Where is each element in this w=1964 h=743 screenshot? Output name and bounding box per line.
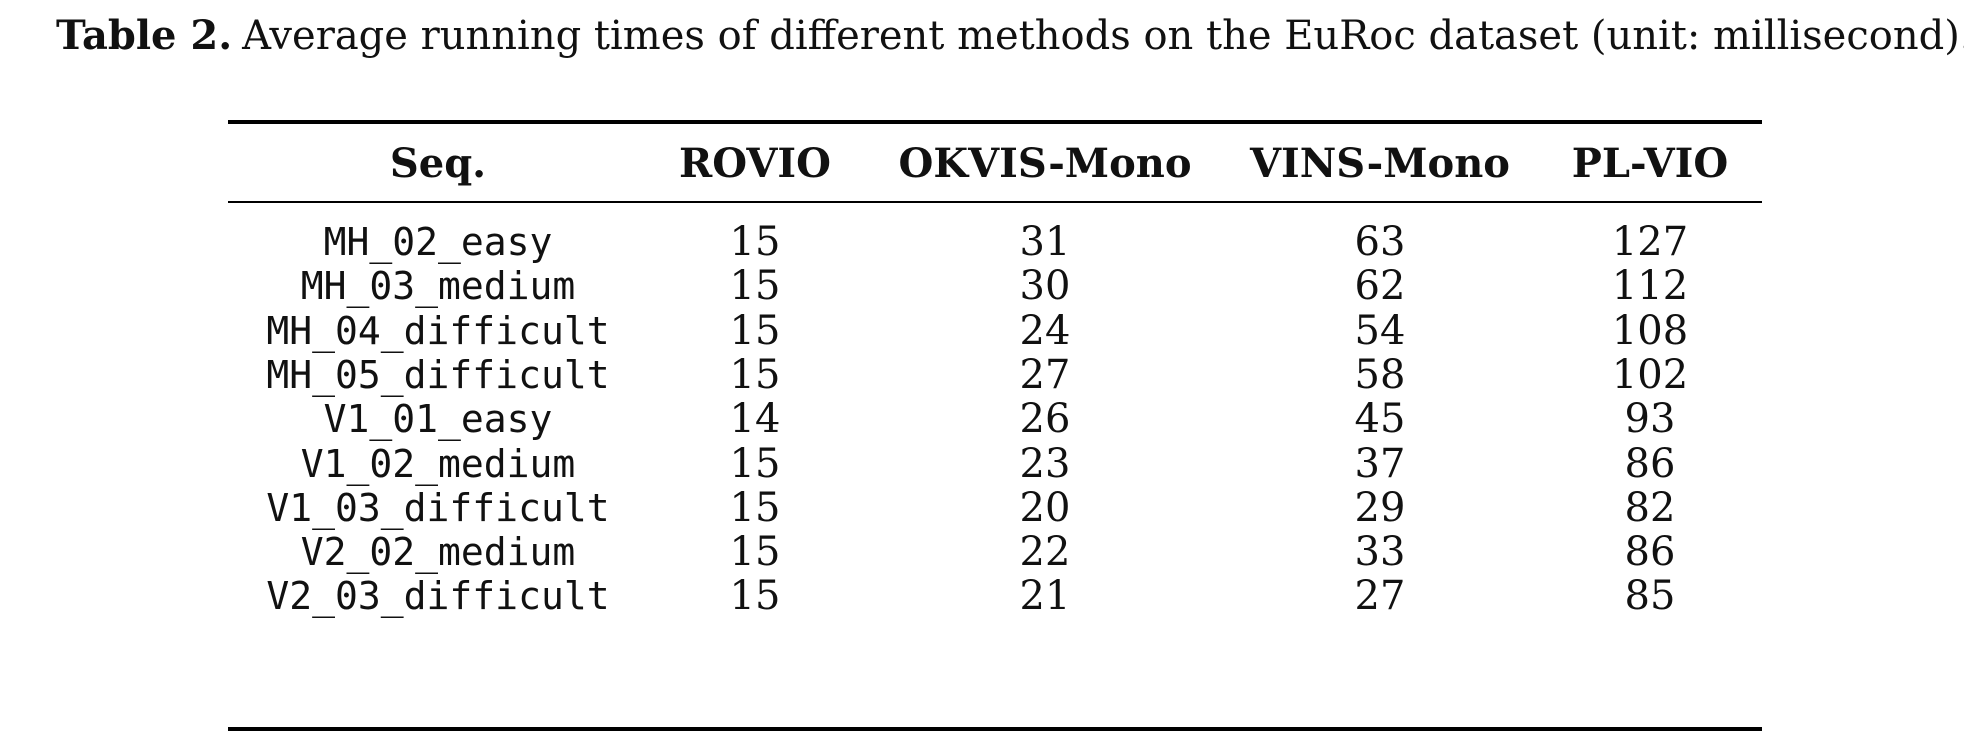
caption-text: Average running times of different metho… (242, 13, 1964, 59)
runtime-cell: 15 (729, 484, 781, 531)
runtime-cell: 15 (729, 351, 781, 398)
sequence-name-cell: V2_03_difficult (266, 574, 610, 619)
runtime-cell: 26 (1019, 396, 1071, 443)
runtime-cell: 37 (1354, 440, 1406, 487)
runtime-cell: 20 (1019, 484, 1071, 531)
sequence-name-cell: MH_02_easy (323, 220, 553, 264)
runtime-cell: 102 (1611, 351, 1689, 398)
runtime-cell: 15 (729, 219, 781, 265)
table-top-rule (228, 120, 1762, 124)
runtime-cell: 23 (1019, 440, 1071, 487)
runtime-cell: 15 (729, 440, 781, 487)
sequence-name-cell: MH_04_difficult (266, 308, 610, 353)
header-vins-mono: VINS-Mono (1250, 140, 1510, 187)
runtime-cell: 14 (729, 396, 781, 443)
runtime-cell: 30 (1019, 263, 1071, 310)
runtime-cell: 45 (1354, 396, 1406, 443)
runtime-cell: 86 (1624, 440, 1676, 487)
sequence-name-cell: MH_05_difficult (266, 352, 610, 397)
table-row: V2_02_medium 15 22 33 86 (0, 525, 1964, 580)
runtime-cell: 127 (1611, 219, 1689, 265)
table-row: V1_01_easy 14 26 45 93 (0, 392, 1964, 447)
header-rovio: ROVIO (679, 140, 831, 187)
runtime-cell: 24 (1019, 307, 1071, 354)
table-row: V2_03_difficult 15 21 27 85 (0, 569, 1964, 624)
runtime-cell: 15 (729, 529, 781, 576)
caption-label: Table 2. (56, 12, 233, 59)
table-bottom-rule (228, 727, 1762, 731)
runtime-cell: 112 (1611, 263, 1689, 310)
runtime-cell: 85 (1624, 573, 1676, 620)
sequence-name-cell: V1_03_difficult (266, 485, 610, 530)
runtime-cell: 82 (1624, 484, 1676, 531)
runtime-cell: 15 (729, 307, 781, 354)
runtime-cell: 22 (1019, 529, 1071, 576)
runtime-cell: 58 (1354, 351, 1406, 398)
table-header-rule (228, 201, 1762, 203)
runtime-cell: 62 (1354, 263, 1406, 310)
sequence-name-cell: V1_01_easy (323, 397, 553, 442)
sequence-name-cell: V2_02_medium (300, 530, 576, 575)
header-okvis-mono: OKVIS-Mono (898, 140, 1192, 187)
runtime-cell: 15 (729, 573, 781, 620)
runtime-cell: 33 (1354, 529, 1406, 576)
table-row: MH_02_easy 15 31 63 127 (0, 215, 1964, 270)
sequence-name-cell: MH_03_medium (300, 264, 576, 309)
runtime-cell: 63 (1354, 219, 1406, 265)
runtime-cell: 108 (1611, 307, 1689, 354)
runtime-cell: 27 (1354, 573, 1406, 620)
runtime-cell: 15 (729, 263, 781, 310)
runtime-cell: 27 (1019, 351, 1071, 398)
table-row: V1_03_difficult 15 20 29 82 (0, 481, 1964, 536)
runtime-cell: 29 (1354, 484, 1406, 531)
runtime-cell: 54 (1354, 307, 1406, 354)
sequence-name-cell: V1_02_medium (300, 441, 576, 486)
table-row: V1_02_medium 15 23 37 86 (0, 437, 1964, 492)
runtime-cell: 93 (1624, 396, 1676, 443)
header-seq: Seq. (389, 140, 487, 187)
table-row: MH_05_difficult 15 27 58 102 (0, 348, 1964, 403)
runtime-cell: 21 (1019, 573, 1071, 620)
table-caption: Table 2. Average running times of differe… (56, 10, 1964, 62)
table-row: MH_04_difficult 15 24 54 108 (0, 304, 1964, 359)
runtime-cell: 31 (1019, 219, 1071, 265)
table-row: MH_03_medium 15 30 62 112 (0, 259, 1964, 314)
header-pl-vio: PL-VIO (1571, 140, 1729, 187)
runtime-cell: 86 (1624, 529, 1676, 576)
